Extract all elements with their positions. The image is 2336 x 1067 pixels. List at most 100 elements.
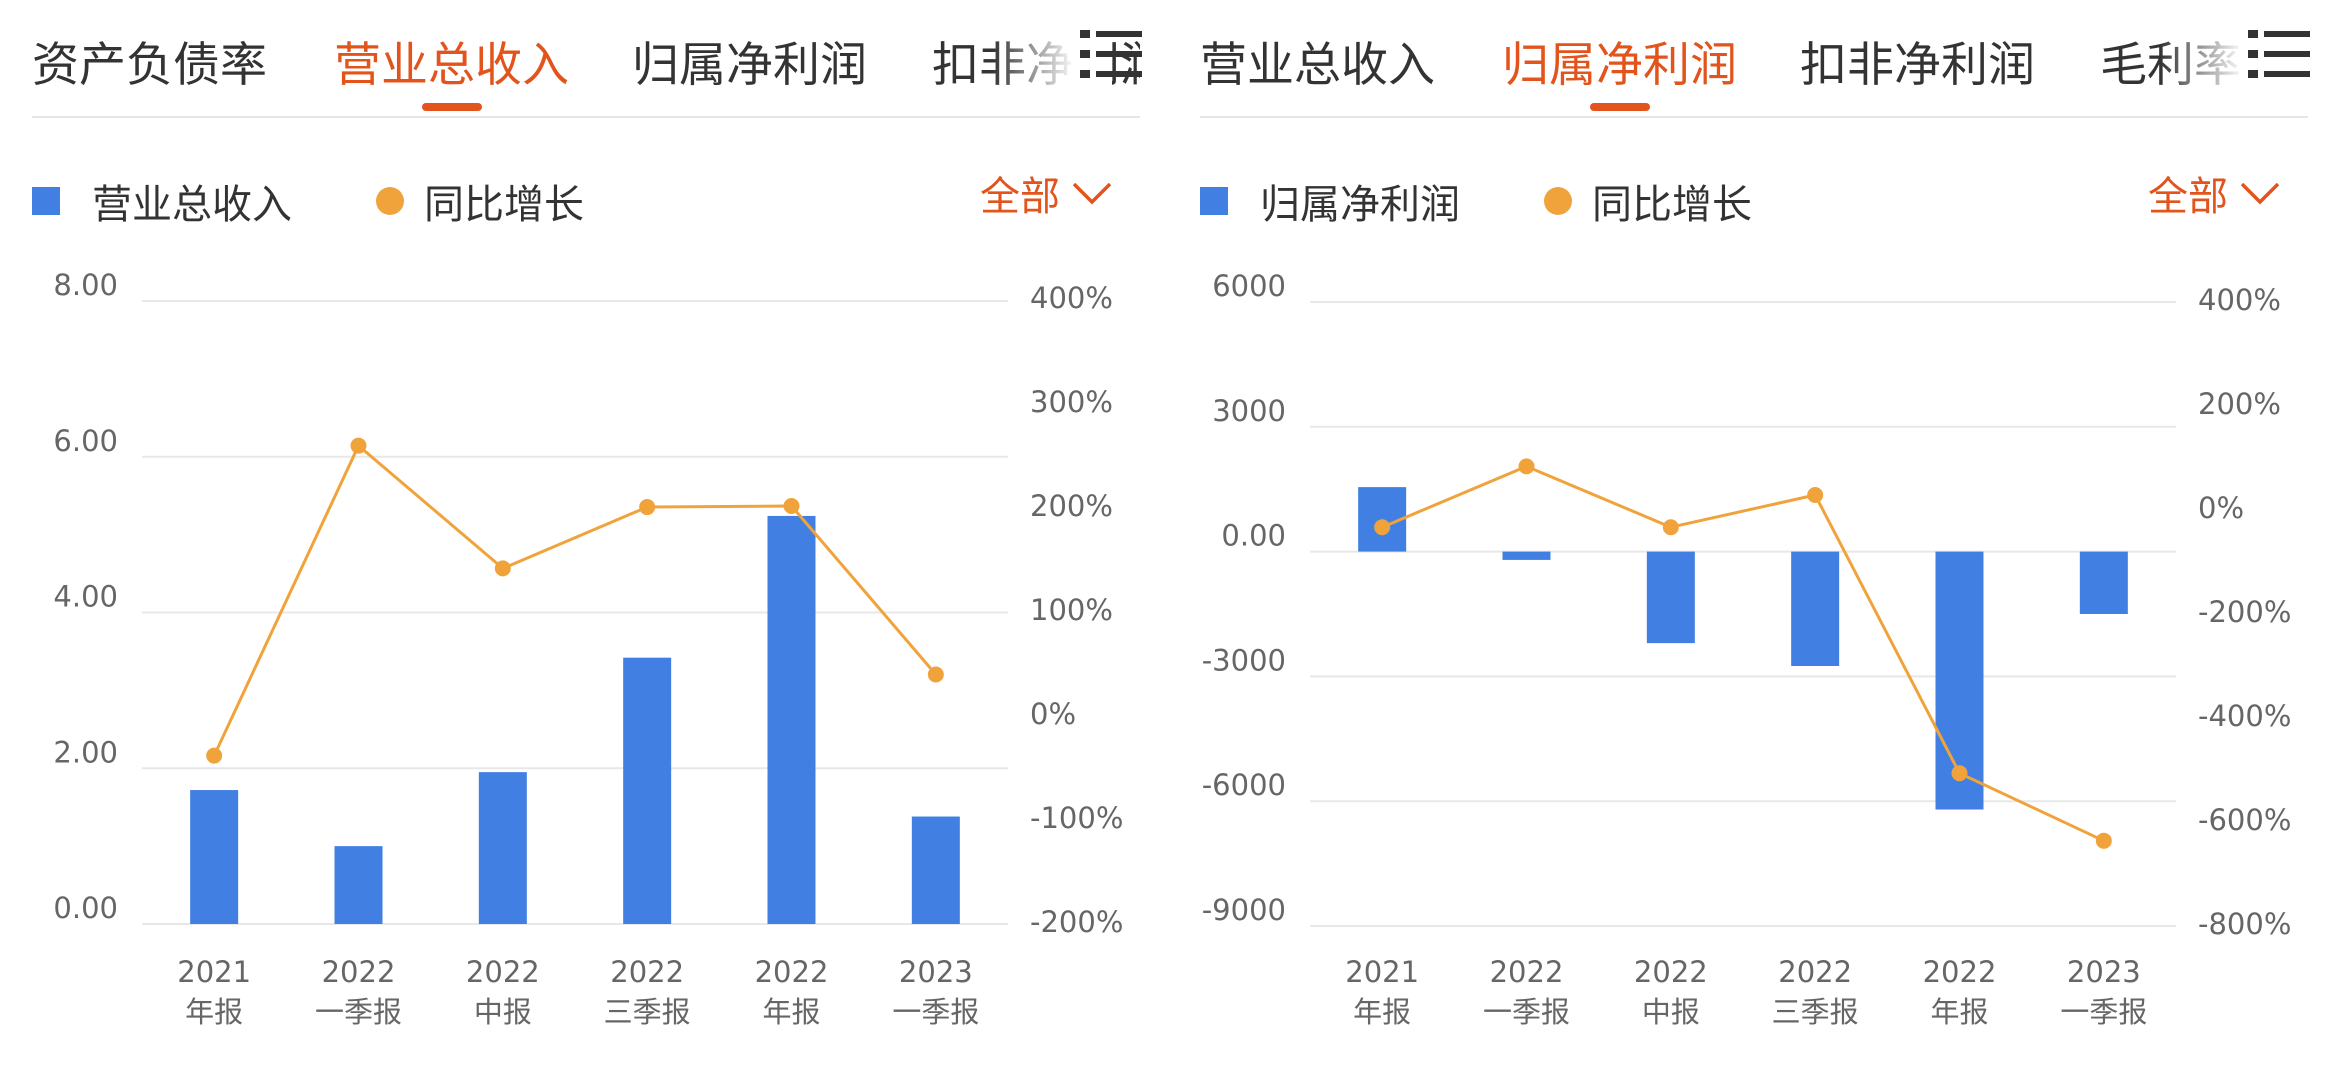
legend-line: 同比增长 <box>1544 172 1752 230</box>
tab-net-profit[interactable]: 归属净利润 <box>1502 26 1737 111</box>
category-label: 年报 <box>762 995 820 1029</box>
category-label: 2022 <box>1634 955 1708 989</box>
category-label: 2022 <box>466 955 540 989</box>
right-axis-tick-label: -800% <box>2198 907 2291 941</box>
right-axis-tick-label: 100% <box>1030 593 1113 627</box>
right-axis-tick-label: 200% <box>1030 489 1113 523</box>
left-axis-tick-label: -9000 <box>1202 893 1286 927</box>
right-axis-tick-label: 400% <box>2198 283 2281 317</box>
bar[interactable] <box>1502 551 1551 560</box>
chevron-down-icon <box>2240 182 2280 205</box>
category-label: 一季报 <box>2060 995 2147 1029</box>
tab-total-revenue[interactable]: 营业总收入 <box>1200 38 1435 93</box>
category-label: 2021 <box>1345 955 1419 989</box>
category-label: 三季报 <box>1772 995 1859 1029</box>
panel-net-profit: 营业总收入 归属净利润 扣非净利润 毛利率 归属净利润 同比增长 全部 6000… <box>1168 0 2336 1067</box>
right-axis-tick-label: -600% <box>2198 803 2291 837</box>
left-axis-tick-label: 4.00 <box>53 580 118 614</box>
growth-point[interactable] <box>1374 519 1391 536</box>
growth-point[interactable] <box>206 747 223 764</box>
tab-bar: 资产负债率 营业总收入 归属净利润 扣非净利润 <box>32 0 1140 118</box>
right-axis-tick-label: 0% <box>1030 697 1076 731</box>
growth-point[interactable] <box>783 498 800 514</box>
filter-dropdown[interactable]: 全部 <box>980 164 1112 222</box>
bar[interactable] <box>623 657 672 924</box>
bar[interactable] <box>478 772 527 924</box>
left-axis-tick-label: 0.00 <box>53 891 118 925</box>
legend-line: 同比增长 <box>376 172 584 230</box>
panel-revenue: 资产负债率 营业总收入 归属净利润 扣非净利润 营业总收入 同比增长 全部 8.… <box>32 0 1142 1029</box>
legend-square-icon <box>1200 187 1228 215</box>
tab-total-revenue[interactable]: 营业总收入 <box>334 26 569 111</box>
category-label: 2023 <box>899 955 973 989</box>
list-menu-icon[interactable] <box>1080 28 1142 80</box>
bar[interactable] <box>767 515 816 924</box>
bar[interactable] <box>334 846 383 924</box>
growth-point[interactable] <box>1518 458 1535 475</box>
legend-dot-icon <box>1544 187 1572 215</box>
category-label: 年报 <box>185 995 243 1029</box>
revenue-chart: 8.00 6.00 4.00 2.00 0.00 400% 300% 200% 100% 0% -1… <box>53 268 1123 1029</box>
legend-square-icon <box>32 187 60 215</box>
list-menu-icon[interactable] <box>2248 28 2310 80</box>
category-label: 一季报 <box>1483 995 1570 1029</box>
category-label: 年报 <box>1930 995 1988 1029</box>
left-axis-tick-label: 2.00 <box>53 735 118 769</box>
category-label: 一季报 <box>892 995 979 1029</box>
category-label: 中报 <box>1642 995 1700 1029</box>
right-axis-tick-label: 400% <box>1030 281 1113 315</box>
left-axis-tick-label: 6000 <box>1212 269 1286 303</box>
active-tab-indicator <box>421 103 482 111</box>
growth-point[interactable] <box>639 499 656 516</box>
growth-point[interactable] <box>1951 765 1968 782</box>
category-label: 2022 <box>1923 955 1997 989</box>
category-label: 2021 <box>177 955 251 989</box>
bar[interactable] <box>2079 551 2128 614</box>
category-label: 2022 <box>1778 955 1852 989</box>
tab-label: 归属净利润 <box>1502 38 1737 93</box>
bar[interactable] <box>1646 551 1695 644</box>
tab-bar: 营业总收入 归属净利润 扣非净利润 毛利率 <box>1200 0 2308 118</box>
bar[interactable] <box>1791 551 1840 666</box>
legend-line-label: 同比增长 <box>424 182 584 228</box>
growth-point[interactable] <box>494 560 511 577</box>
filter-dropdown[interactable]: 全部 <box>2148 164 2280 222</box>
category-label: 中报 <box>474 995 532 1029</box>
left-axis-tick-label: 0.00 <box>1221 519 1286 553</box>
growth-point[interactable] <box>927 666 944 683</box>
right-axis-tick-label: 300% <box>1030 385 1113 419</box>
left-axis-tick-label: 3000 <box>1212 394 1286 428</box>
growth-point[interactable] <box>1662 519 1679 536</box>
category-label: 年报 <box>1353 995 1411 1029</box>
filter-label: 全部 <box>980 174 1060 220</box>
legend-dot-icon <box>376 187 404 215</box>
category-label: 2023 <box>2067 955 2141 989</box>
right-axis-tick-label: -200% <box>1030 905 1123 939</box>
growth-line <box>212 443 937 757</box>
growth-point[interactable] <box>1807 487 1824 503</box>
right-axis-tick-label: -400% <box>2198 699 2291 733</box>
right-axis-tick-label: -200% <box>2198 595 2291 629</box>
bar[interactable] <box>911 816 960 924</box>
tab-debt-ratio[interactable]: 资产负债率 <box>32 38 267 93</box>
category-label: 2022 <box>755 955 829 989</box>
category-label: 2022 <box>1490 955 1564 989</box>
right-axis-tick-label: 0% <box>2198 491 2244 525</box>
category-label: 一季报 <box>315 995 402 1029</box>
legend-bar: 营业总收入 <box>32 172 292 230</box>
tab-fade-overlay <box>992 0 1112 110</box>
tab-fade-overlay <box>2160 0 2280 110</box>
chevron-down-icon <box>1072 182 1112 205</box>
category-label: 2022 <box>322 955 396 989</box>
right-axis-tick-label: 200% <box>2198 387 2281 421</box>
tab-net-profit[interactable]: 归属净利润 <box>632 38 867 93</box>
growth-point[interactable] <box>350 437 367 454</box>
left-axis-tick-label: -6000 <box>1202 768 1286 802</box>
net-profit-chart: 6000 3000 0.00 -3000 -6000 -9000 400% 200% 0% -20… <box>1202 269 2292 1029</box>
category-label: 2022 <box>610 955 684 989</box>
growth-point[interactable] <box>2095 832 2112 849</box>
bar[interactable] <box>190 790 239 924</box>
tab-deducted-net-profit[interactable]: 扣非净利润 <box>1800 38 2035 93</box>
legend-line-label: 同比增长 <box>1592 182 1752 228</box>
tab-label: 营业总收入 <box>334 38 569 93</box>
